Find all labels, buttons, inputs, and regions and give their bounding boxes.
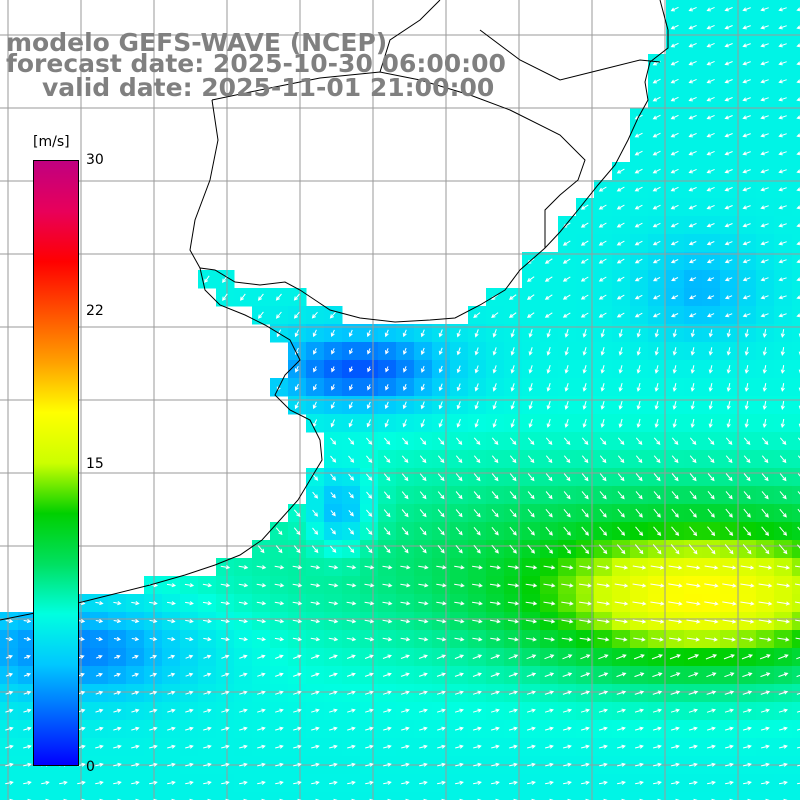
colorbar-tick-0: 0 — [86, 759, 95, 775]
forecast-date: forecast date: 2025-10-30 06:00:00 — [6, 49, 506, 78]
colorbar-tick-15: 15 — [86, 456, 104, 472]
model-title: modelo GEFS-WAVE (NCEP) — [6, 28, 388, 57]
border-line — [211, 71, 586, 248]
colorbar-tick-22: 22 — [86, 303, 104, 319]
border-line — [379, 0, 441, 73]
coastline — [0, 0, 669, 621]
border-line — [479, 29, 661, 81]
valid-date: valid date: 2025-11-01 21:00:00 — [42, 73, 495, 102]
colorbar — [33, 160, 79, 766]
colorbar-unit: [m/s] — [33, 134, 70, 150]
wind-arrows — [5, 6, 800, 800]
border-line — [189, 99, 219, 269]
colorbar-tick-30: 30 — [86, 152, 104, 168]
